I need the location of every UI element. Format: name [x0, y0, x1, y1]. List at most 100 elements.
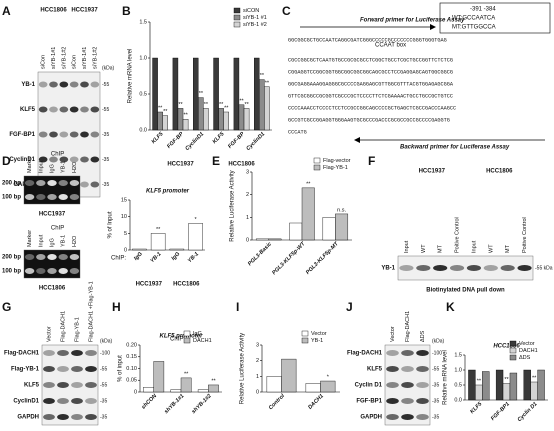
panel-label: F	[368, 154, 375, 168]
bar	[180, 377, 192, 393]
legend-label: siCON	[243, 8, 259, 14]
band	[24, 180, 35, 186]
panel-label: J	[346, 300, 353, 314]
lane-label: siYB-1#1	[51, 47, 57, 69]
x-tick-label: IgG	[171, 251, 182, 262]
significance: **	[239, 98, 244, 104]
blot-header: ChIP	[51, 152, 64, 158]
lane-label: Flag-DACH1	[405, 311, 411, 342]
x-tick-label: CyclinD1	[184, 131, 205, 152]
row-label: KLF5	[367, 367, 383, 373]
y-tick-label: 5	[124, 231, 127, 237]
band	[466, 265, 482, 271]
legend-label: Vector	[519, 341, 535, 347]
group-label: HCC1937	[71, 8, 98, 14]
legend-swatch	[509, 354, 517, 361]
bar	[188, 223, 203, 251]
band	[24, 254, 35, 260]
row-label: Flag-YB-1	[11, 367, 40, 373]
band	[71, 350, 83, 356]
band	[416, 414, 429, 420]
significance: **	[260, 73, 265, 79]
y-tick-label: 0.5	[454, 382, 462, 388]
band	[80, 106, 89, 113]
band	[433, 265, 448, 271]
band	[38, 156, 48, 163]
significance: **	[156, 227, 161, 233]
band	[399, 265, 414, 271]
marker-label: -35	[102, 132, 109, 138]
lane-label: MT	[438, 244, 444, 253]
band	[401, 382, 414, 388]
blot-header: ChIP	[51, 226, 64, 232]
band	[85, 398, 97, 404]
significance: n.s.	[337, 207, 346, 213]
marker-label: -100	[100, 350, 110, 356]
band	[386, 382, 399, 388]
lane-label: Flag-DACH1 +Flag-YB-1	[88, 281, 94, 342]
sequence-line: CGCCGGCGCTCAATGTGCCGCGCGCCTCGGCTGCCTCGCT…	[288, 57, 453, 63]
band	[416, 265, 431, 271]
band	[386, 414, 399, 420]
lane-label: IgG	[49, 164, 55, 173]
lane-label: Marker	[27, 230, 33, 247]
band	[57, 398, 69, 404]
y-tick-label: 1.0	[454, 367, 462, 373]
panel-label: K	[446, 300, 455, 314]
bar	[335, 213, 349, 241]
band	[24, 268, 35, 274]
ccaat-label: CCAAT box	[375, 43, 406, 49]
marker-label: -55	[102, 82, 109, 88]
y-tick-label: 1	[256, 374, 259, 380]
bar	[281, 358, 297, 393]
bar	[177, 108, 184, 131]
band	[58, 268, 68, 274]
x-tick-label: YB-1	[187, 251, 200, 264]
band	[386, 350, 399, 356]
panel-label: B	[122, 4, 131, 18]
bar	[203, 108, 209, 131]
x-tick-label: DACH1	[307, 393, 325, 411]
legend-swatch	[509, 340, 517, 347]
band	[58, 180, 68, 186]
bar	[132, 248, 147, 251]
panel-label: C	[282, 4, 291, 18]
group-label: HCC1937	[136, 282, 163, 288]
band	[43, 366, 55, 372]
unit-label: (kDa)	[100, 338, 113, 344]
group-label: HCC1937	[167, 162, 194, 168]
bar	[502, 383, 511, 401]
lane-label: Flag-DACH1	[60, 311, 66, 342]
lane-label: Input	[38, 234, 44, 247]
bar	[495, 369, 504, 401]
mt-seq: MT:GTTGGCCA	[452, 25, 496, 31]
band	[43, 382, 55, 388]
lane-label: H2O	[72, 235, 78, 247]
band	[59, 106, 69, 113]
sequence-line: CGGAGGTCCGGCGGTGGCGGCGGCGGCAGCGCCTCCGAGG…	[288, 69, 453, 75]
row-label: CyclinD1	[13, 399, 39, 405]
band	[416, 366, 429, 372]
x-tick-label: IgG	[133, 251, 144, 262]
bar	[264, 86, 270, 131]
marker-label: -55	[100, 366, 107, 372]
band	[401, 414, 414, 420]
band	[43, 414, 55, 420]
band	[47, 254, 57, 260]
marker-label: -35	[432, 398, 439, 404]
legend-swatch	[313, 164, 321, 171]
bar	[153, 361, 165, 393]
bar	[537, 369, 545, 401]
bar	[243, 108, 250, 131]
legend-title: ChIP	[170, 337, 183, 343]
chart-title: HCC1806	[493, 344, 520, 350]
lane-label: IgG	[49, 238, 55, 247]
band	[80, 156, 89, 163]
bar	[218, 108, 224, 131]
row-label: YB-1	[381, 266, 395, 272]
x-tick-label: FGF-BP	[166, 131, 185, 150]
legend-label: DACH1	[519, 348, 538, 354]
y-axis-label: Relative mRNA level	[443, 350, 449, 405]
y-tick-label: 1	[246, 215, 249, 221]
significance: **	[224, 105, 229, 111]
